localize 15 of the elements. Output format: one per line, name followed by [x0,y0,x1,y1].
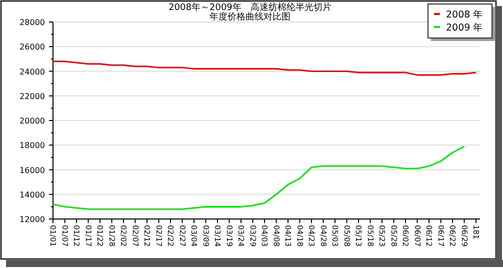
line-series [52,60,477,76]
y-tick-label: 28000 [20,18,45,27]
y-tick-label: 18000 [20,141,45,150]
y-tick-label: 24000 [20,67,45,76]
chart-title: 2008年～2009年 高速纺棉纶半光切片 [168,2,332,13]
y-tick-label: 16000 [20,166,45,175]
y-tick-label: 26000 [20,42,45,52]
legend-label: 2008 年 [446,8,484,20]
line-series [52,146,465,210]
chart-subtitle: 年度价格曲线对比图 [210,12,290,22]
y-tick-label: 22000 [20,92,45,101]
y-tick-label: 12000 [20,215,45,224]
y-tick-label: 14000 [20,190,45,200]
y-tick-label: 20000 [20,116,45,126]
legend-label: 2009 年 [446,22,484,34]
